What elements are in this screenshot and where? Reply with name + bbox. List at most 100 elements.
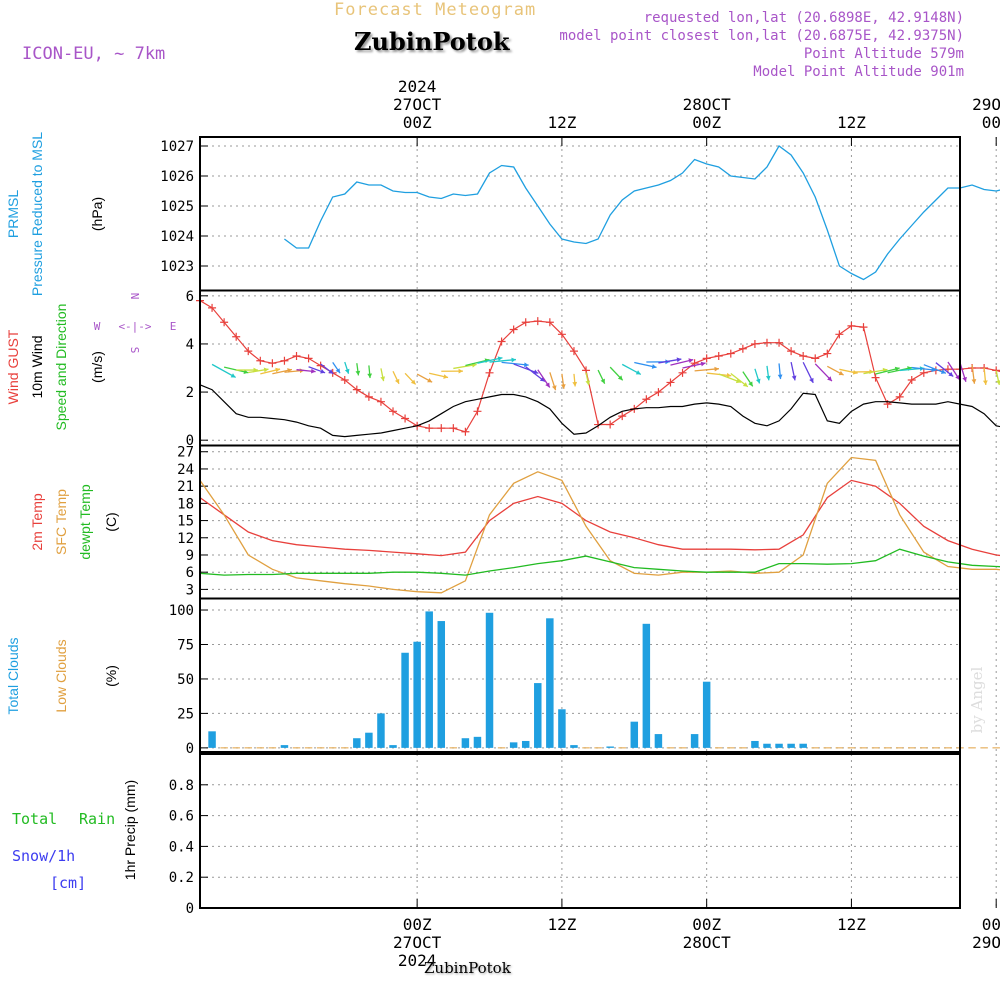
temperature-ytick-label: 15 bbox=[177, 514, 194, 530]
gust-marker bbox=[401, 414, 410, 423]
wind-panel: 0 2 4 6 Wind GUST 10m Wind Speed and Direction… bbox=[5, 289, 1000, 449]
cloud-bar bbox=[377, 713, 385, 748]
wind-arrow-head bbox=[560, 384, 566, 389]
precip-label-snow: Snow/1h bbox=[12, 847, 75, 865]
temperature-ytick-label: 12 bbox=[177, 531, 194, 547]
footer-location: ZubinPotok bbox=[424, 959, 511, 977]
gust-marker bbox=[823, 349, 832, 358]
pressure-ytick-label: 1027 bbox=[160, 139, 194, 155]
wind-arrow-head bbox=[410, 379, 416, 385]
wind-arrow-head bbox=[982, 380, 988, 385]
gust-marker bbox=[835, 330, 844, 339]
gust-marker bbox=[895, 392, 904, 401]
wind-arrow-head bbox=[585, 380, 591, 386]
precip-ytick-label: 0.8 bbox=[169, 778, 194, 794]
gust-marker bbox=[557, 330, 566, 339]
gust-marker bbox=[545, 318, 554, 327]
precip-label-unit: 1hr Precip (mm) bbox=[122, 780, 138, 880]
cloud-bar bbox=[763, 743, 771, 748]
wind-arrow-head bbox=[572, 381, 578, 387]
cloud-bar bbox=[751, 740, 759, 748]
cloud-bar bbox=[280, 745, 289, 748]
wind-arrow-head bbox=[320, 369, 326, 374]
time-axis-top-label: 00Z bbox=[692, 113, 721, 132]
pressure-ytick-label: 1023 bbox=[160, 259, 194, 275]
gust-marker bbox=[569, 347, 578, 356]
gust-marker bbox=[799, 351, 808, 360]
wind-arrow-head bbox=[394, 378, 400, 384]
cloud-bar bbox=[365, 732, 373, 748]
gust-marker bbox=[364, 392, 373, 401]
cloud-bar bbox=[509, 742, 518, 748]
clouds-ytick-label: 0 bbox=[186, 741, 194, 757]
clouds-label: Low Clouds bbox=[53, 639, 69, 712]
precip-label-total: Total bbox=[12, 810, 57, 828]
temperature-label: SFC Temp bbox=[53, 489, 69, 555]
wind-label: (m/s) bbox=[89, 351, 105, 383]
wind-arrow-head bbox=[443, 374, 449, 379]
cloud-bar bbox=[570, 745, 578, 748]
wind-arrow-head bbox=[962, 376, 967, 382]
gust-marker bbox=[461, 427, 470, 436]
time-axis-top-label: 00Z bbox=[403, 113, 432, 132]
gust-marker bbox=[750, 339, 759, 348]
wind-ytick-label: 0 bbox=[186, 433, 194, 449]
wind-speed-line bbox=[199, 384, 1000, 438]
wind-arrow-head bbox=[311, 368, 316, 374]
cloud-bar bbox=[702, 681, 711, 748]
wind-arrow-head bbox=[380, 376, 386, 382]
cloud-bar bbox=[775, 743, 783, 748]
wind-label: Wind GUST bbox=[5, 329, 21, 404]
wind-arrow-head bbox=[275, 367, 281, 373]
pressure-line bbox=[284, 145, 1000, 281]
wind-arrow-head bbox=[600, 378, 605, 384]
temperature-ytick-label: 9 bbox=[186, 548, 194, 564]
gust-marker bbox=[666, 378, 675, 387]
cloud-bar bbox=[642, 623, 651, 748]
wind-arrow-head bbox=[328, 369, 334, 374]
gust-marker bbox=[714, 351, 723, 360]
time-axis-top-label: 27OCT bbox=[393, 95, 442, 114]
cloud-bar bbox=[413, 641, 421, 748]
gust-marker bbox=[521, 318, 530, 327]
wind-arrow-head bbox=[748, 381, 753, 387]
temperature-ytick-label: 27 bbox=[177, 445, 194, 461]
temperature-label: 2m Temp bbox=[29, 493, 45, 551]
temperature-ytick-label: 21 bbox=[177, 479, 194, 495]
time-axis-bottom-label: 00Z bbox=[403, 915, 432, 934]
gust-marker bbox=[485, 368, 494, 377]
wind-arrow-head bbox=[735, 378, 741, 384]
wind-arrow-head bbox=[511, 357, 516, 363]
wind-arrow-head bbox=[726, 372, 732, 378]
pressure-panel: 1023 1024 1025 1026 1027 PRMSL Pressure Reduce… bbox=[5, 132, 1000, 296]
cloud-bar bbox=[485, 612, 494, 748]
wind-arrow-head bbox=[955, 374, 960, 380]
time-axis-top-label: 2024 bbox=[398, 77, 437, 96]
compass-south: S bbox=[128, 347, 141, 354]
cloud-bar bbox=[208, 731, 216, 748]
wind-arrow-head bbox=[617, 375, 623, 381]
gust-marker bbox=[654, 388, 663, 397]
gust-line bbox=[199, 300, 1000, 433]
clouds-ytick-label: 50 bbox=[177, 672, 194, 688]
wind-arrow-head bbox=[551, 385, 557, 391]
gust-marker bbox=[606, 420, 615, 429]
pressure-ytick-label: 1024 bbox=[160, 229, 194, 245]
wind-arrow-head bbox=[545, 382, 550, 388]
wind-ytick-label: 2 bbox=[186, 385, 194, 401]
clouds-ytick-label: 75 bbox=[177, 637, 194, 653]
time-axis-bottom-label: 2024 bbox=[398, 951, 437, 970]
cloud-bar bbox=[389, 745, 397, 748]
gust-marker bbox=[859, 323, 868, 332]
compass-east: E bbox=[170, 320, 177, 333]
wind-arrow-head bbox=[635, 370, 641, 375]
gust-marker bbox=[389, 407, 398, 416]
gust-marker bbox=[280, 356, 289, 365]
temperature-ytick-label: 6 bbox=[186, 565, 194, 581]
time-axis-bottom-label: 27OCT bbox=[393, 933, 442, 952]
wind-arrow-head bbox=[497, 356, 503, 362]
cloud-bar bbox=[546, 618, 554, 748]
gust-marker bbox=[907, 376, 916, 385]
